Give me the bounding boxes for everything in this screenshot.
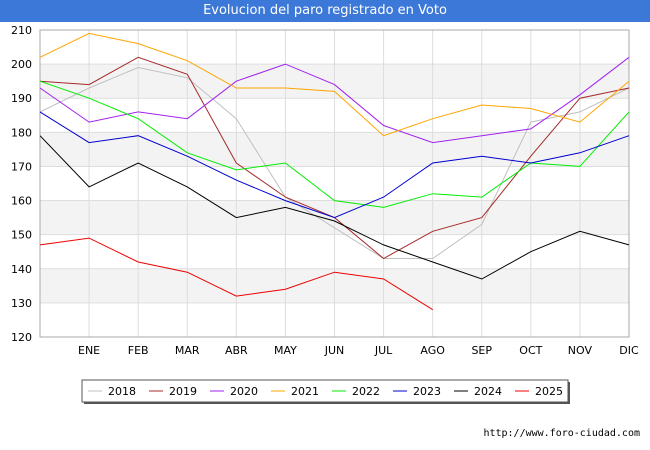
x-tick-label: JUL [374,344,393,357]
y-tick-label: 200 [11,58,32,71]
y-tick-label: 130 [11,297,32,310]
series-line-2018 [39,66,630,259]
legend-label-2023: 2023 [413,385,441,398]
source-url: http://www.foro-ciudad.com [483,428,640,439]
x-tick-label: MAY [274,344,297,357]
series-line-2020 [39,56,630,144]
legend-label-2018: 2018 [108,385,136,398]
series-line-2023 [39,111,630,219]
plot-frame [39,29,630,338]
x-tick-label: JUN [324,344,345,357]
legend-label-2024: 2024 [474,385,502,398]
chart-title: Evolucion del paro registrado en Voto [0,0,650,22]
x-tick-label: ENE [78,344,100,357]
series-line-2024 [39,135,630,280]
legend-box [81,379,569,403]
x-tick-label: NOV [568,344,593,357]
x-tick-label: DIC [619,344,639,357]
y-tick-label: 190 [11,92,32,105]
x-tick-label: FEB [128,344,149,357]
legend-label-2021: 2021 [291,385,319,398]
legend-label-2019: 2019 [169,385,197,398]
y-tick-label: 210 [11,24,32,37]
legend-label-2022: 2022 [352,385,380,398]
series-line-2021 [39,32,630,137]
legend-label-2020: 2020 [230,385,258,398]
y-tick-label: 140 [11,263,32,276]
series-line-2025 [39,237,433,311]
x-tick-label: SEP [471,344,492,357]
x-tick-label: AGO [420,344,445,357]
legend-label-2025: 2025 [535,385,563,398]
y-tick-label: 120 [11,331,32,344]
y-tick-label: 180 [11,126,32,139]
y-tick-label: 160 [11,195,32,208]
x-tick-label: ABR [225,344,248,357]
x-tick-label: MAR [175,344,200,357]
y-tick-label: 150 [11,229,32,242]
x-tick-label: OCT [519,344,542,357]
y-tick-label: 170 [11,160,32,173]
